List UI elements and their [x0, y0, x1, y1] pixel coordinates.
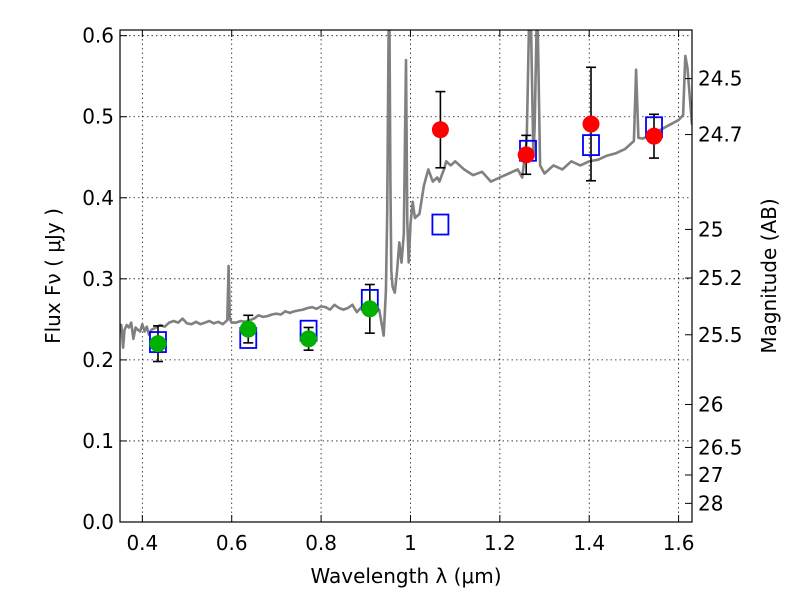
grid-lines — [120, 30, 692, 523]
red-data-point — [645, 127, 663, 145]
y2-tick-label: 25.5 — [698, 323, 743, 347]
plot-frame — [119, 29, 693, 523]
y2-axis-label: Magnitude (AB) — [757, 198, 781, 353]
x-tick-labels: 0.4 0.6 0.8 1 1.2 1.4 1.6 — [126, 531, 694, 555]
green-data-point — [300, 330, 318, 348]
y-tick-label: 0.5 — [82, 105, 114, 129]
y-tick-labels: 0.0 0.1 0.2 0.3 0.4 0.5 0.6 — [82, 24, 114, 534]
y-tick-label: 0.1 — [82, 429, 114, 453]
model-box-marker — [431, 213, 450, 236]
y2-tick-label: 24.7 — [698, 123, 743, 147]
y-tick-label: 0.3 — [82, 267, 114, 291]
y2-tick-label: 27 — [698, 463, 723, 487]
x-tick-label: 1.6 — [663, 531, 695, 555]
y-axis-label: Flux Fν ( μJy ) — [41, 208, 65, 344]
y2-tick-label: 25 — [698, 217, 723, 241]
x-tick-label: 0.6 — [216, 531, 248, 555]
model-box-marker — [582, 134, 600, 156]
green-data-point — [149, 335, 167, 353]
red-data-point — [431, 121, 449, 139]
green-data-point — [239, 320, 257, 338]
x-tick-label: 1.2 — [484, 531, 516, 555]
y2-tick-label: 28 — [698, 491, 723, 515]
red-data-point — [582, 115, 600, 133]
axis-ticks — [120, 30, 692, 523]
x-axis-label: Wavelength λ (μm) — [310, 564, 501, 588]
x-tick-label: 0.4 — [126, 531, 158, 555]
y-tick-label: 0.0 — [82, 510, 114, 534]
x-tick-label: 1.4 — [573, 531, 605, 555]
y-tick-label: 0.4 — [82, 186, 114, 210]
spectrum-series — [120, 30, 692, 350]
data-points — [149, 115, 663, 353]
spectrum-line — [120, 30, 692, 350]
y2-tick-label: 26 — [698, 392, 723, 416]
red-data-point — [517, 146, 535, 164]
y2-tick-labels: 24.5 24.7 25 25.2 25.5 26 26.5 27 28 — [698, 67, 743, 516]
y2-tick-label: 25.2 — [698, 266, 743, 290]
green-data-point — [361, 300, 379, 318]
y2-tick-label: 24.5 — [698, 67, 743, 91]
x-tick-label: 0.8 — [305, 531, 337, 555]
y-tick-label: 0.6 — [82, 24, 114, 48]
x-tick-label: 1 — [404, 531, 417, 555]
y2-tick-label: 26.5 — [698, 435, 743, 459]
y-tick-label: 0.2 — [82, 348, 114, 372]
